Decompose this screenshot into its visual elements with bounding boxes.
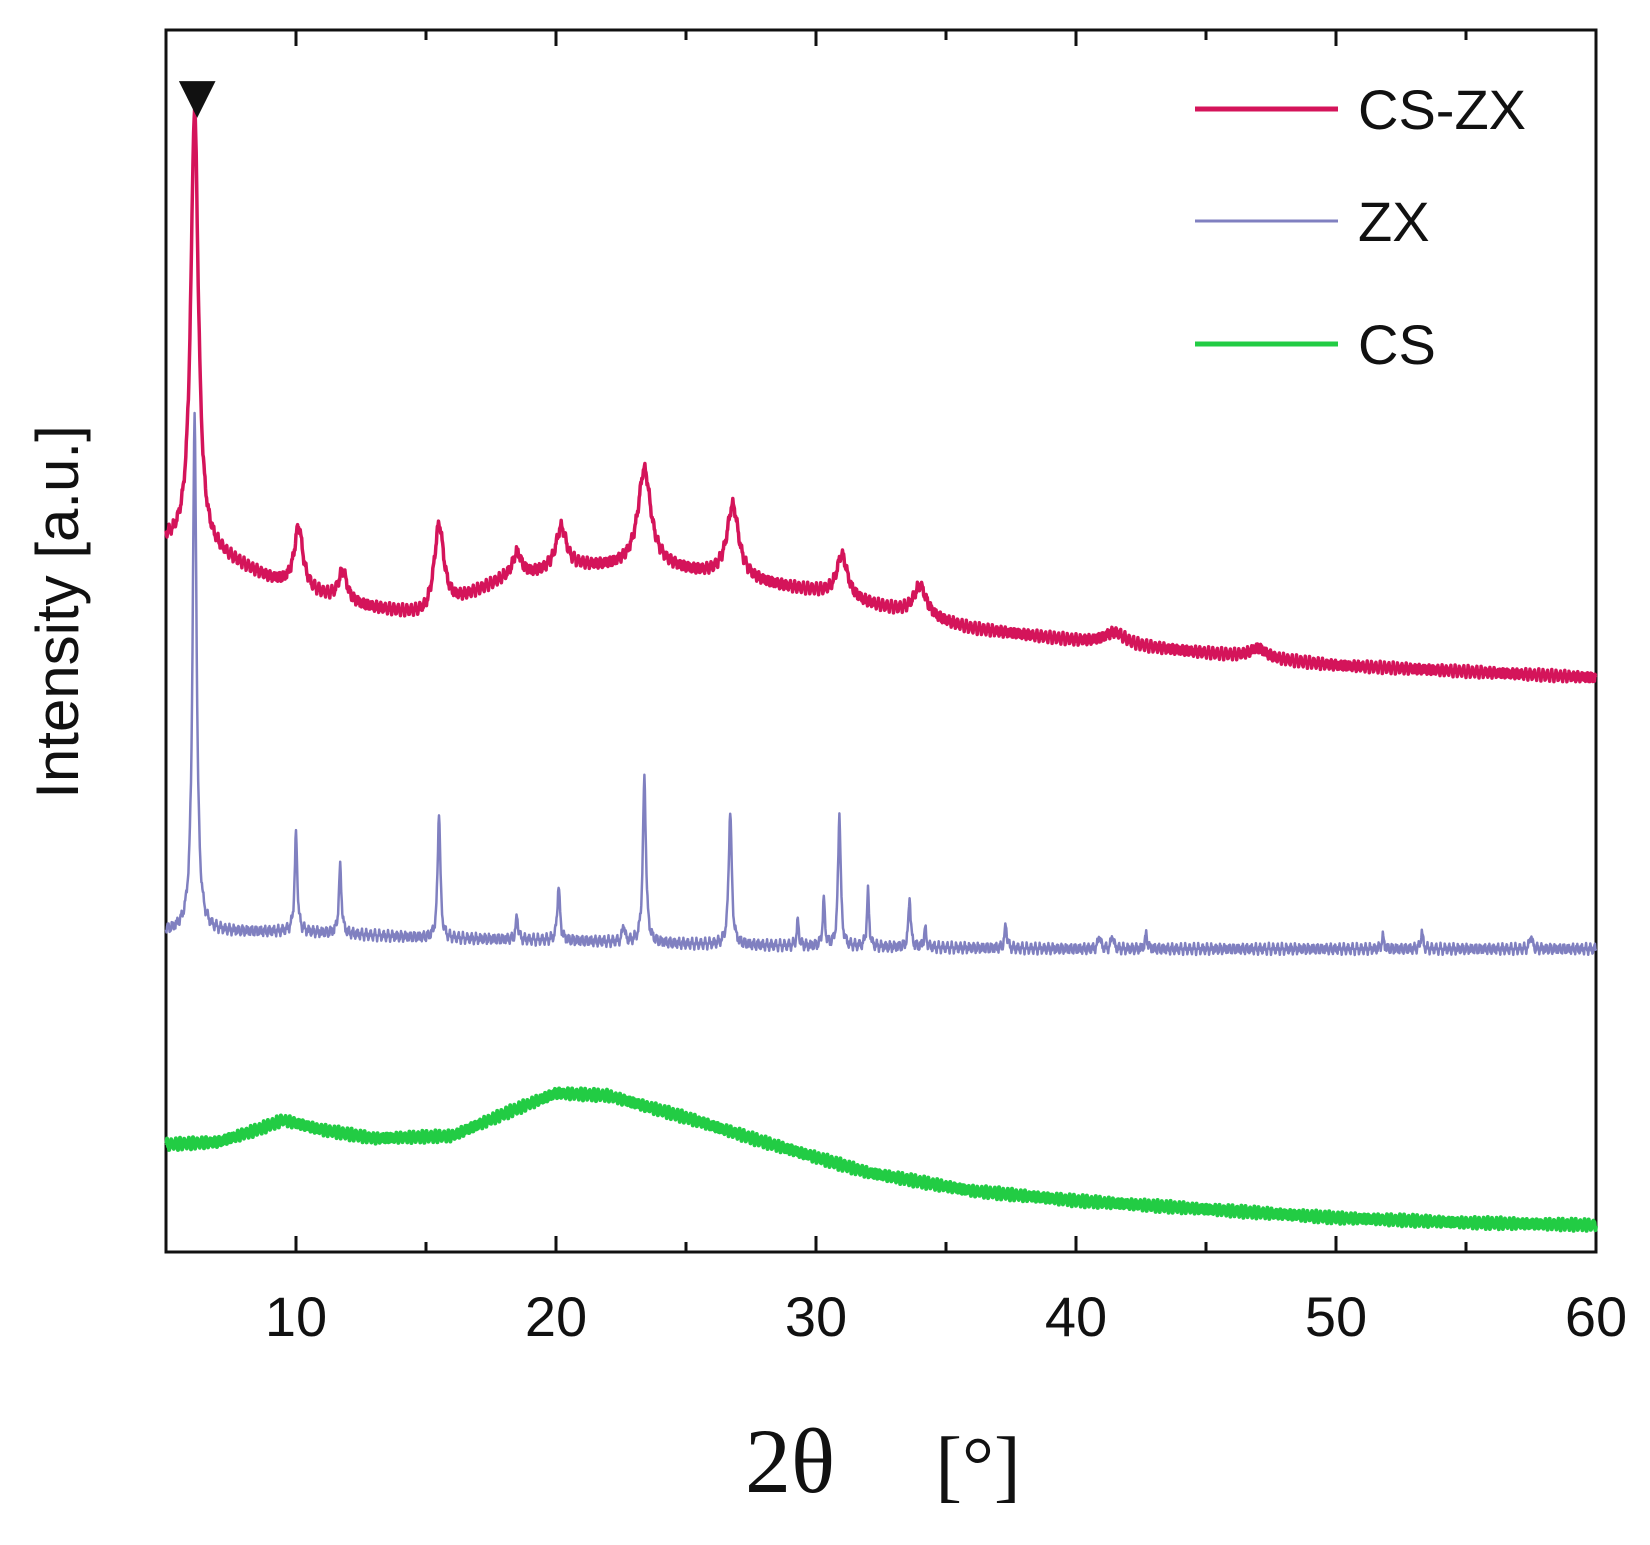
x-axis-title: 2θ xyxy=(745,1410,835,1512)
x-axis-ticks: 10 20 30 40 50 60 xyxy=(164,30,1627,1348)
y-axis-title: Intensity [a.u.] xyxy=(24,425,91,799)
legend: CS-ZX ZX CS xyxy=(1195,78,1526,376)
peak-marker-annotation: ▼ xyxy=(179,68,216,124)
x-tick-label-40: 40 xyxy=(1045,1285,1107,1348)
x-tick-label-50: 50 xyxy=(1305,1285,1367,1348)
x-tick-label-60: 60 xyxy=(1565,1285,1627,1348)
legend-label-cs-zx: CS-ZX xyxy=(1358,78,1526,141)
x-tick-label-10: 10 xyxy=(265,1285,327,1348)
series-line-cs-zx xyxy=(164,107,1598,684)
x-axis-unit: [°] xyxy=(935,1422,1020,1510)
plot-frame xyxy=(164,28,1598,1254)
legend-label-zx: ZX xyxy=(1358,190,1430,253)
legend-label-cs: CS xyxy=(1358,313,1436,376)
series-lines xyxy=(164,107,1598,1233)
series-line-cs xyxy=(164,1086,1598,1233)
x-tick-label-20: 20 xyxy=(525,1285,587,1348)
x-tick-label-30: 30 xyxy=(785,1285,847,1348)
series-line-zx xyxy=(164,411,1598,957)
